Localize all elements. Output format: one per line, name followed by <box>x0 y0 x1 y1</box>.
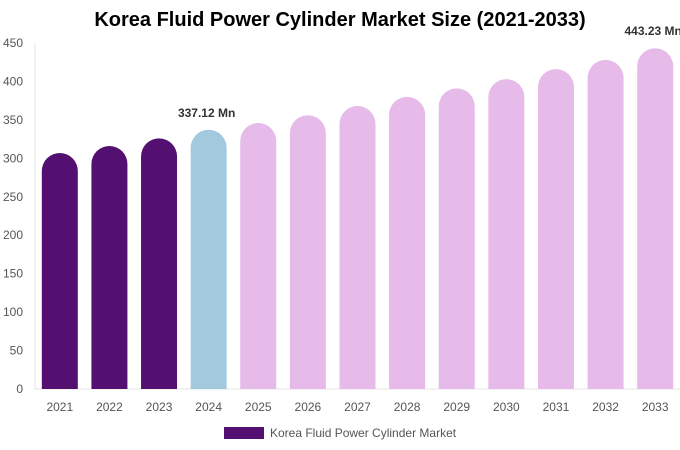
bar-2023 <box>141 138 178 389</box>
x-tick-label: 2026 <box>295 400 322 414</box>
bar-2031 <box>537 69 574 390</box>
bar-2028 <box>389 96 426 390</box>
bar-2027 <box>339 106 376 389</box>
chart-title: Korea Fluid Power Cylinder Market Size (… <box>94 9 586 31</box>
bar-2026 <box>289 115 326 389</box>
legend-label: Korea Fluid Power Cylinder Market <box>270 426 457 440</box>
y-tick-label: 150 <box>3 267 23 281</box>
x-tick-label: 2024 <box>195 400 222 414</box>
x-tick-label: 2025 <box>245 400 272 414</box>
y-tick-label: 250 <box>3 190 23 204</box>
x-tick-label: 2021 <box>46 400 73 414</box>
data-label-2033: 443.23 Mn <box>625 24 680 38</box>
bar-2025 <box>240 122 277 390</box>
bar-2024 <box>190 129 227 389</box>
bar-2030 <box>488 79 525 389</box>
x-tick-label: 2032 <box>592 400 619 414</box>
x-tick-label: 2030 <box>493 400 520 414</box>
y-tick-label: 50 <box>10 344 24 358</box>
x-tick-label: 2031 <box>543 400 570 414</box>
y-tick-label: 350 <box>3 113 23 127</box>
x-tick-label: 2027 <box>344 400 371 414</box>
bar-2021 <box>41 152 78 389</box>
y-tick-label: 300 <box>3 151 23 165</box>
legend: Korea Fluid Power Cylinder Market <box>224 426 456 440</box>
data-label-2024: 337.12 Mn <box>178 106 235 120</box>
x-tick-label: 2029 <box>443 400 470 414</box>
y-tick-label: 100 <box>3 305 23 319</box>
y-tick-label: 400 <box>3 74 23 88</box>
x-tick-label: 2022 <box>96 400 123 414</box>
y-tick-label: 450 <box>3 36 23 50</box>
bar-2033 <box>637 48 674 389</box>
bar-2029 <box>438 88 475 389</box>
bar-2022 <box>91 146 128 389</box>
bar-2032 <box>587 59 624 390</box>
y-tick-label: 0 <box>16 382 23 396</box>
x-tick-label: 2028 <box>394 400 421 414</box>
x-tick-label: 2033 <box>642 400 669 414</box>
y-tick-label: 200 <box>3 228 23 242</box>
legend-swatch <box>224 427 264 439</box>
x-tick-label: 2023 <box>146 400 173 414</box>
